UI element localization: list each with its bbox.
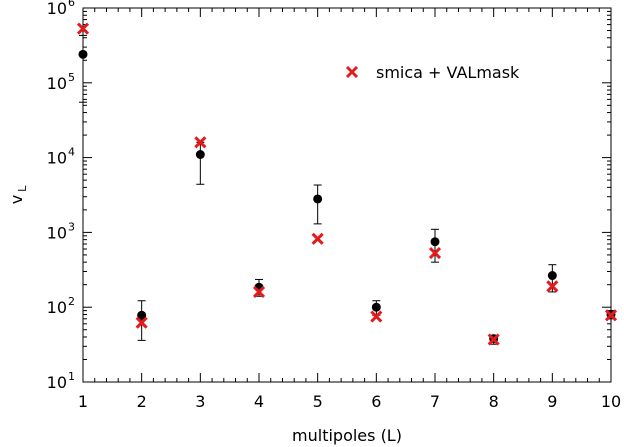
y-tick-label: 105 [47,71,75,93]
x-stroke-b [370,310,383,323]
plot-frame [82,7,612,383]
x-marker-point [487,333,500,346]
x-marker-point [604,309,618,322]
y-axis-label-sub: L [16,185,29,192]
x-tick-label: 6 [371,392,381,411]
x-marker-point [546,280,559,293]
y-tick-label: 106 [47,0,75,18]
x-tick-label: 7 [430,392,440,411]
y-tick-label: 102 [47,295,75,317]
x-stroke-b [76,22,90,35]
y-axis-label: vL [7,185,29,204]
y-tick-label: 103 [47,220,75,242]
x-marker-point [370,310,383,323]
x-stroke-b [135,316,148,329]
x-marker-point [76,22,90,35]
x-tick-label: 10 [601,392,621,411]
data-point [430,237,440,247]
x-marker-point [311,232,324,245]
x-tick-label: 5 [313,392,323,411]
legend-marker-x [345,65,359,79]
x-tick-label: 1 [78,392,88,411]
x-marker-point [252,285,266,298]
x-stroke-b [194,136,207,149]
x-tick-label: 2 [137,392,147,411]
data-point [547,271,557,281]
legend-label: smica + VALmask [376,63,520,82]
x-tick-label: 3 [195,392,205,411]
smica-points [76,22,618,346]
legend: smica + VALmask [345,63,520,82]
x-stroke-b [604,309,618,322]
x-stroke-b [345,65,359,79]
x-axis-label: multipoles (L) [292,426,402,445]
x-stroke-b [546,280,559,293]
x-tick-label: 8 [489,392,499,411]
x-tick-label: 9 [547,392,557,411]
x-tick-labels: 1 2 3 4 5 6 7 8 9 10 [78,392,621,411]
reference-points [78,49,616,344]
y-tick-labels: 101 102 103 104 105 106 [47,0,75,392]
y-axis-label-main: v [7,195,26,204]
x-tick-label: 4 [254,392,264,411]
x-marker-point [135,316,148,329]
svg-text:vL: vL [7,185,29,204]
data-point [78,49,88,59]
data-point [137,310,147,320]
x-stroke-b [428,246,442,260]
legend-x-marker [345,65,359,79]
data-point [195,150,205,160]
y-tick-label: 104 [47,146,75,168]
error-bars [79,34,615,345]
x-marker-point [194,136,207,149]
axis-ticks [82,7,612,383]
data-point [371,302,381,312]
x-stroke-b [487,333,500,346]
data-point [313,194,323,204]
x-stroke-b [252,285,266,298]
y-tick-label: 101 [47,370,75,392]
x-stroke-b [311,232,324,245]
x-marker-point [428,246,442,260]
